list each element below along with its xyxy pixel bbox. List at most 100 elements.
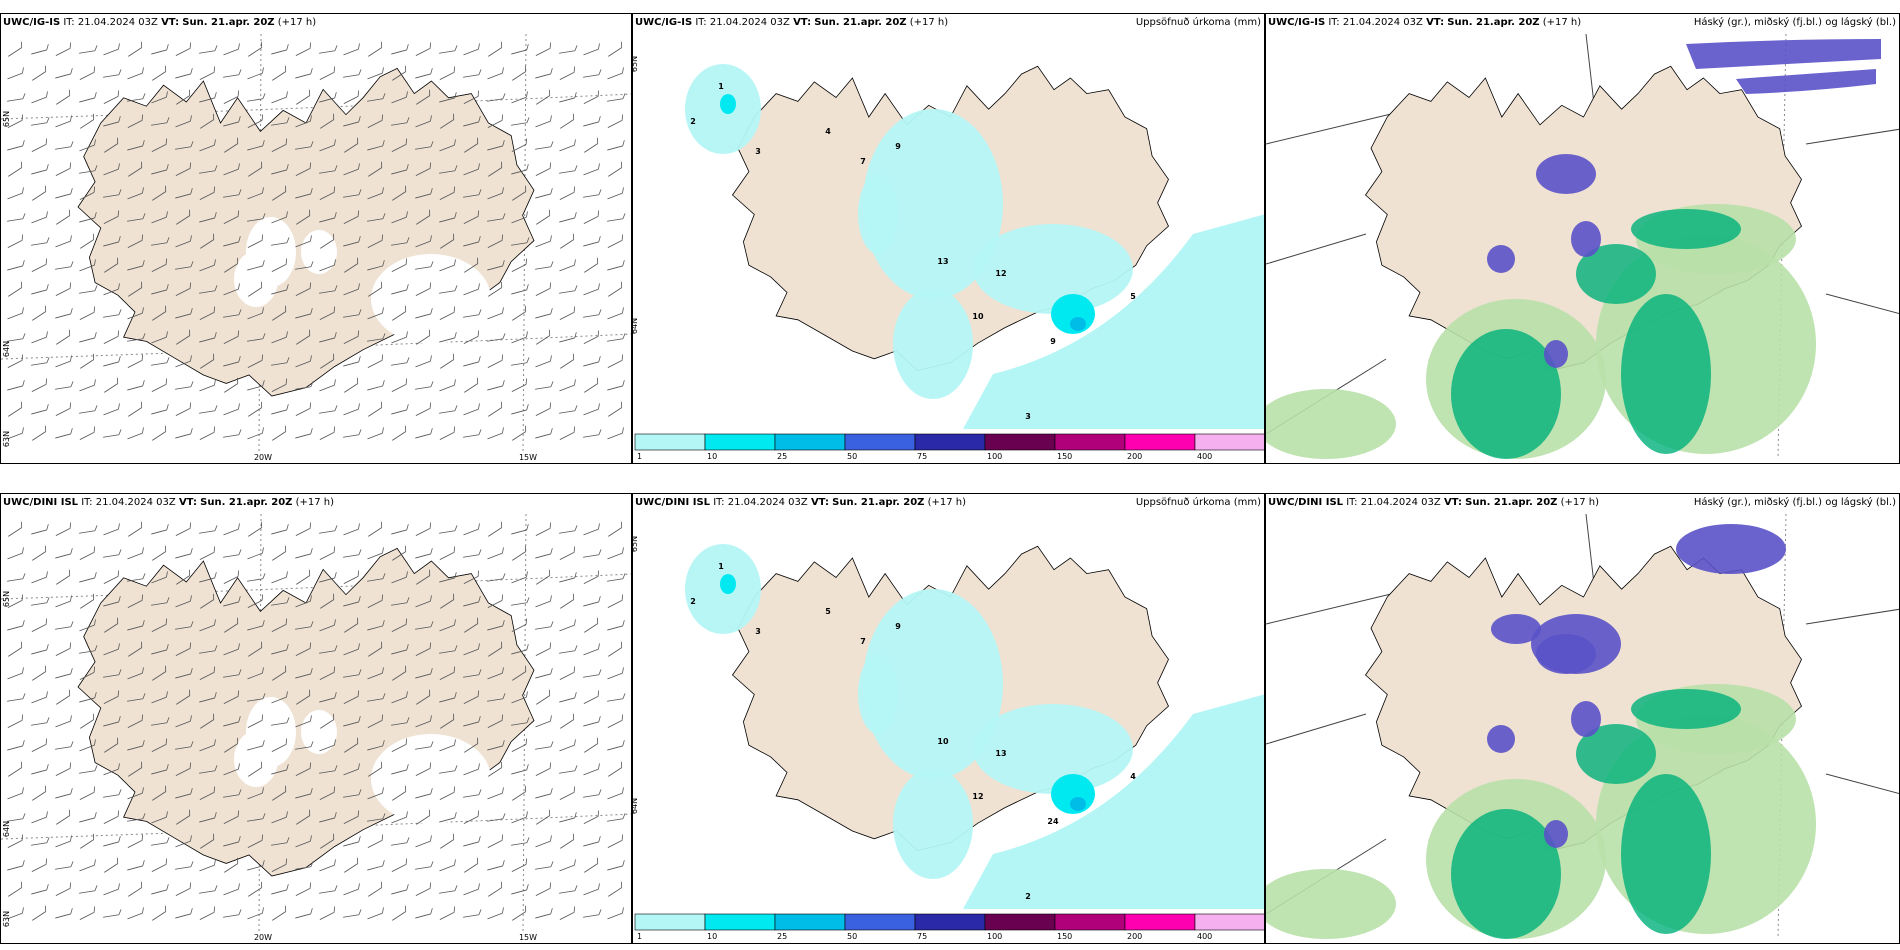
wind-barb-icon	[271, 378, 287, 392]
wind-barb-icon	[199, 66, 215, 80]
wind-barb-icon	[511, 331, 528, 344]
wind-barb-icon	[607, 380, 625, 391]
wind-barb-icon	[535, 188, 553, 199]
wind-barb-icon	[80, 353, 95, 369]
wind-barb-icon	[392, 785, 407, 801]
wind-barb-icon	[248, 521, 263, 537]
wind-barb-icon	[584, 857, 599, 873]
wind-barb-icon	[367, 234, 383, 248]
wind-barb-icon	[536, 809, 551, 825]
wind-barb-icon	[247, 813, 266, 822]
wind-barb-icon	[127, 234, 143, 248]
wind-barb-icon	[487, 67, 504, 80]
wind-barb-icon	[367, 187, 384, 200]
wind-barb-icon	[607, 333, 626, 342]
lon-label: 15W	[519, 453, 537, 462]
wind-barb-icon	[127, 213, 146, 222]
wind-barb-icon	[440, 113, 455, 129]
wind-barb-icon	[79, 525, 98, 534]
wind-barb-icon	[271, 284, 289, 295]
wind-barb-icon	[128, 521, 143, 537]
wind-barb-icon	[512, 545, 527, 561]
wind-barb-icon	[224, 257, 239, 273]
wind-barb-icon	[367, 140, 385, 151]
wind-barb-icon	[487, 834, 503, 848]
mid-cloud-area	[1576, 244, 1656, 304]
wind-barb-icon	[295, 188, 313, 199]
wind-barb-icon	[56, 329, 71, 345]
wind-barb-icon	[151, 764, 169, 775]
wind-barb-icon	[32, 665, 47, 681]
wind-barb-icon	[103, 716, 121, 727]
wind-barb-icon	[487, 787, 504, 800]
mid-cloud-area	[1631, 209, 1741, 249]
wind-barb-icon	[103, 330, 119, 344]
wind-barb-icon	[319, 859, 336, 872]
wind-barb-icon	[247, 573, 266, 582]
wind-barb-icon	[463, 570, 479, 584]
wind-barb-icon	[127, 834, 143, 848]
wind-barb-icon	[127, 67, 144, 80]
wind-barb-icon	[559, 259, 576, 272]
wind-barb-icon	[343, 236, 361, 247]
low-cloud-area	[1266, 869, 1396, 939]
wind-barb-icon	[199, 645, 218, 654]
wind-barb-icon	[199, 379, 216, 392]
wind-barb-icon	[367, 354, 383, 368]
wind-barb-icon	[7, 834, 23, 848]
wind-barb-icon	[536, 89, 551, 105]
wind-barb-icon	[199, 546, 215, 560]
wind-barb-icon	[223, 523, 240, 536]
wind-barb-icon	[583, 570, 599, 584]
wind-barb-icon	[343, 883, 360, 896]
wind-barb-icon	[487, 860, 505, 871]
wind-barb-icon	[583, 429, 602, 438]
wind-barb-icon	[31, 117, 50, 126]
lat-label: 63N	[2, 431, 11, 447]
wind-barb-icon	[199, 765, 218, 774]
wind-barb-icon	[319, 525, 338, 534]
wind-barb-icon	[463, 716, 481, 727]
wind-barb-icon	[560, 713, 575, 729]
wind-barb-icon	[103, 356, 121, 367]
wind-barb-icon	[7, 860, 25, 871]
wind-barb-icon	[391, 571, 408, 584]
wind-barb-icon	[127, 114, 143, 128]
wind-barb-icon	[535, 668, 553, 679]
wind-barb-icon	[79, 906, 95, 920]
wind-barb-icon	[391, 258, 407, 272]
wind-barb-icon	[55, 68, 73, 79]
wind-barb-icon	[319, 285, 338, 294]
wind-barb-icon	[223, 429, 242, 438]
legend-tick-label: 25	[777, 932, 787, 941]
wind-barb-icon	[391, 884, 409, 895]
wind-barb-icon	[367, 380, 385, 391]
wind-barb-icon	[127, 594, 143, 608]
wind-barb-icon	[535, 308, 553, 319]
wind-barb-icon	[391, 138, 407, 152]
wind-barb-icon	[295, 522, 311, 536]
legend-tick-label: 10	[707, 452, 717, 461]
wind-barb-icon	[511, 884, 529, 895]
high-cloud-area	[1491, 614, 1541, 644]
high-cloud-area	[1676, 524, 1786, 574]
wind-barb-icon	[199, 859, 216, 872]
lat-gridline	[1, 573, 631, 600]
wind-barb-icon	[392, 905, 407, 921]
wind-barb-icon	[464, 377, 479, 393]
wind-barb-icon	[79, 426, 95, 440]
wind-barb-icon	[512, 185, 527, 201]
wind-barb-icon	[319, 259, 336, 272]
wind-barb-icon	[463, 116, 481, 127]
wind-barb-icon	[55, 595, 72, 608]
wind-barb-icon	[511, 524, 529, 535]
legend-tick-label: 10	[707, 932, 717, 941]
legend-swatch	[1124, 433, 1196, 451]
wind-barb-icon	[176, 329, 191, 345]
wind-barb-icon	[56, 809, 71, 825]
wind-barb-icon	[199, 739, 216, 752]
wind-barb-icon	[343, 403, 360, 416]
wind-barb-icon	[55, 428, 73, 439]
wind-barb-icon	[271, 404, 289, 415]
wind-barb-icon	[319, 92, 337, 103]
